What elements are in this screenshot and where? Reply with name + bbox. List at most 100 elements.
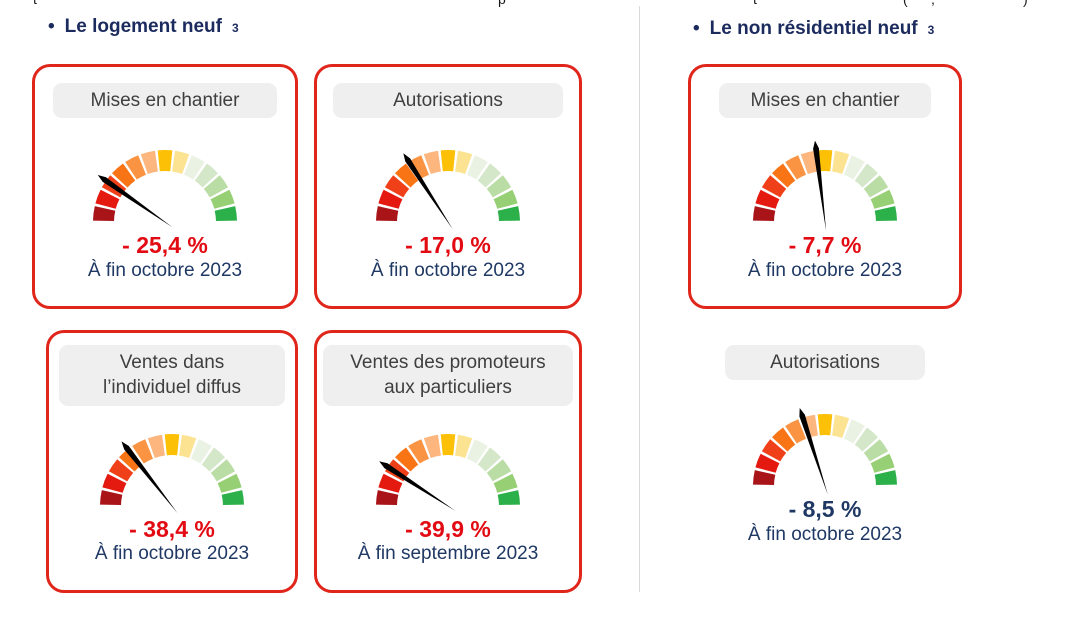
gauge-segment-0 xyxy=(93,206,116,222)
footnote-marker: 3 xyxy=(927,23,935,37)
gauge-segment-1 xyxy=(95,190,120,210)
gauge-segment-11 xyxy=(493,473,518,493)
gauge-segment-0 xyxy=(376,206,399,222)
bullet-icon: • xyxy=(693,18,700,39)
gauge-title: Ventes dans l’individuel diffus xyxy=(102,352,241,399)
gauge-segment-2 xyxy=(761,175,787,198)
gauge-segment-9 xyxy=(477,163,501,188)
cropped-glyph: t xyxy=(33,0,37,7)
cropped-glyph: , xyxy=(931,0,935,7)
gauge-dial xyxy=(348,406,548,518)
gauge-title: Mises en chantier xyxy=(90,90,240,111)
gauge-segment-10 xyxy=(203,175,229,198)
gauge-period: À fin octobre 2023 xyxy=(747,523,903,545)
gauge-segment-4 xyxy=(125,155,146,180)
gauge-period: À fin octobre 2023 xyxy=(747,259,903,281)
gauge-segment-12 xyxy=(874,470,897,486)
gauge-segment-9 xyxy=(854,427,878,452)
gauge-segment-7 xyxy=(179,434,197,458)
gauge-segment-12 xyxy=(874,206,897,222)
section-title-non-residentiel-neuf: • Le non résidentiel neuf 3 xyxy=(693,18,934,40)
gauge-segment-5 xyxy=(800,150,818,175)
gauge-segment-8 xyxy=(844,419,865,444)
cropped-glyph: p xyxy=(498,0,506,7)
gauge-segment-0 xyxy=(753,206,776,222)
gauge-segment-4 xyxy=(132,438,153,464)
footnote-marker: 3 xyxy=(231,21,239,35)
gauge-segment-8 xyxy=(467,155,488,180)
gauge-segment-10 xyxy=(210,458,236,481)
gauge-title: Ventes des promoteurs aux particuliers xyxy=(350,352,546,399)
gauge-segment-5 xyxy=(423,150,441,175)
gauge-segment-0 xyxy=(753,470,776,486)
gauge-title: Autorisations xyxy=(393,90,503,111)
gauge-segment-12 xyxy=(497,489,520,505)
gauge-segment-4 xyxy=(408,155,429,180)
gauge-needle xyxy=(403,153,453,230)
gauge-segment-4 xyxy=(785,155,806,180)
gauge-period: À fin octobre 2023 xyxy=(94,542,250,564)
gauge-segment-6 xyxy=(817,150,833,172)
gauge-segment-8 xyxy=(184,155,205,180)
gauge-segment-3 xyxy=(112,163,136,188)
gauge-title-pill: Mises en chantier xyxy=(53,83,277,119)
gauge-dial xyxy=(65,122,265,234)
gauge-needle xyxy=(121,440,178,513)
gauge-segment-5 xyxy=(423,434,441,458)
gauge-title-pill: Autorisations xyxy=(725,345,925,381)
gauge-segment-11 xyxy=(210,190,235,210)
gauge-value: - 38,4 % xyxy=(129,515,215,542)
gauge-segment-9 xyxy=(201,447,225,472)
gauge-segment-0 xyxy=(100,489,123,505)
gauge-segment-10 xyxy=(486,458,512,481)
gauge-segment-7 xyxy=(832,150,850,175)
gauge-segment-12 xyxy=(221,489,244,505)
gauge-card-ventes-promoteurs: Ventes des promoteurs aux particuliers -… xyxy=(314,330,582,593)
cropped-glyph: t xyxy=(753,0,757,7)
cropped-glyph: ) xyxy=(1023,0,1028,7)
gauge-segment-9 xyxy=(477,447,501,472)
gauge-segment-1 xyxy=(102,473,127,493)
gauge-card-nonres-mises-en-chantier: Mises en chantier - 7,7 % À fin octobre … xyxy=(688,64,962,309)
gauge-needle xyxy=(97,175,173,228)
gauge-value: - 7,7 % xyxy=(788,232,862,259)
gauge-segment-2 xyxy=(761,439,787,462)
gauge-segment-0 xyxy=(376,489,399,505)
gauge-title-pill: Autorisations xyxy=(333,83,563,119)
gauge-title-pill: Mises en chantier xyxy=(719,83,931,119)
gauge-value: - 17,0 % xyxy=(405,232,491,259)
gauge-segment-3 xyxy=(772,163,796,188)
gauge-segment-6 xyxy=(440,433,456,455)
gauge-segment-4 xyxy=(785,419,806,444)
gauge-segment-8 xyxy=(467,438,488,464)
gauge-segment-12 xyxy=(214,206,237,222)
gauge-title: Autorisations xyxy=(770,352,880,373)
gauge-value: - 8,5 % xyxy=(788,496,862,523)
gauge-needle xyxy=(379,460,456,511)
gauge-segment-7 xyxy=(832,414,850,439)
gauge-needle xyxy=(799,408,828,495)
gauge-segment-10 xyxy=(863,439,889,462)
gauge-dial xyxy=(725,122,925,234)
gauge-segment-1 xyxy=(755,454,780,474)
gauge-segment-1 xyxy=(755,190,780,210)
gauge-dial xyxy=(348,122,548,234)
gauge-dial xyxy=(725,386,925,498)
gauge-dial xyxy=(72,406,272,518)
gauge-block-nonres-autorisations: Autorisations - 8,5 % À fin octobre 2023 xyxy=(688,330,962,575)
gauge-title-pill: Ventes dans l’individuel diffus xyxy=(59,345,285,406)
gauge-segment-11 xyxy=(870,190,895,210)
gauge-period: À fin octobre 2023 xyxy=(87,259,243,281)
gauge-segment-3 xyxy=(772,427,796,452)
gauge-segment-6 xyxy=(440,150,456,172)
gauge-period: À fin septembre 2023 xyxy=(357,542,539,564)
gauge-value: - 39,9 % xyxy=(405,515,491,542)
gauge-card-logement-mises-en-chantier: Mises en chantier - 25,4 % À fin octobre… xyxy=(32,64,298,309)
gauge-segment-9 xyxy=(194,163,218,188)
gauge-segment-2 xyxy=(384,175,410,198)
gauge-segment-10 xyxy=(486,175,512,198)
section-divider xyxy=(639,6,640,592)
gauge-segment-12 xyxy=(497,206,520,222)
gauge-segment-5 xyxy=(147,434,165,458)
gauge-period: À fin octobre 2023 xyxy=(370,259,526,281)
